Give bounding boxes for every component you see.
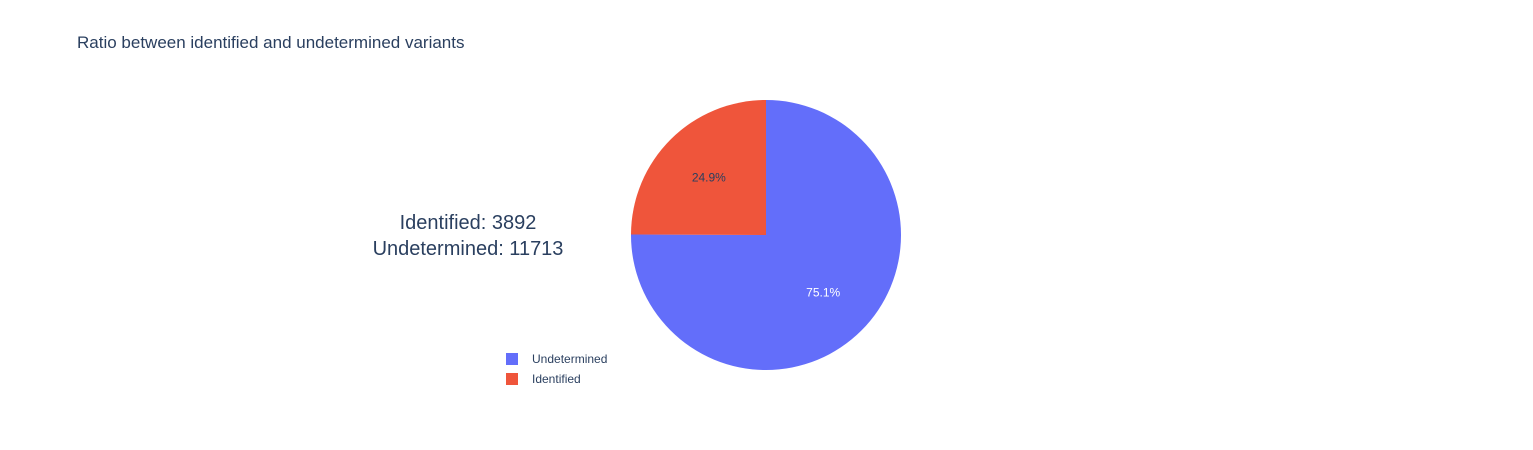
chart-title: Ratio between identified and undetermine… [77, 33, 465, 52]
legend-item-undetermined[interactable]: Undetermined [506, 349, 607, 369]
annotation-identified: Identified: 3892 [399, 212, 537, 234]
pie-label-undetermined: 75.1% [806, 285, 840, 299]
legend-swatch-identified [506, 373, 518, 385]
legend: Undetermined Identified [506, 349, 607, 389]
pie-label-identified: 24.9% [692, 171, 726, 185]
legend-label-identified: Identified [532, 372, 581, 386]
count-annotation: Identified: 3892 Undetermined: 11713 [338, 210, 598, 262]
annotation-undetermined: Undetermined: 11713 [372, 238, 564, 260]
legend-swatch-undetermined [506, 353, 518, 365]
pie-slice-identified[interactable] [631, 100, 766, 235]
legend-item-identified[interactable]: Identified [506, 369, 607, 389]
legend-label-undetermined: Undetermined [532, 352, 608, 366]
